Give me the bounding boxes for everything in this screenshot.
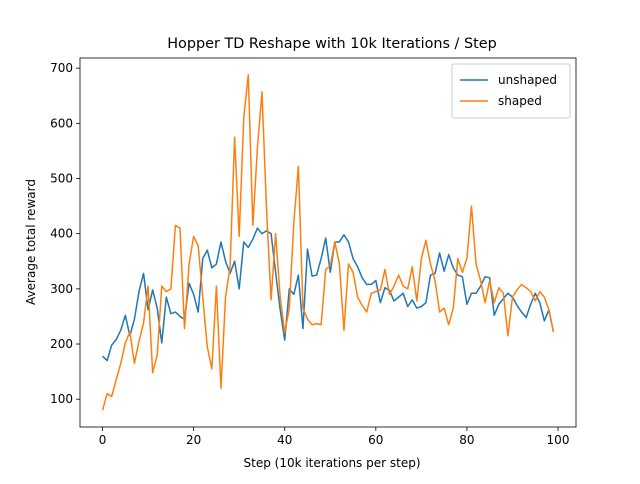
chart-title: Hopper TD Reshape with 10k Iterations / … <box>167 36 497 52</box>
y-tick-label: 100 <box>50 392 73 406</box>
series-line <box>102 227 555 362</box>
x-tick-label: 40 <box>277 433 292 447</box>
x-tick-label: 100 <box>547 433 570 447</box>
y-tick-label: 400 <box>50 227 73 241</box>
y-tick-label: 300 <box>50 282 73 296</box>
y-axis-label: Average total reward <box>24 179 38 305</box>
legend-box <box>451 63 571 119</box>
x-tick-label: 0 <box>99 433 107 447</box>
x-axis-label: Step (10k iterations per step) <box>244 456 421 470</box>
plot-frame <box>79 57 577 428</box>
y-tick-label: 600 <box>50 116 73 130</box>
x-tick-label: 80 <box>459 433 474 447</box>
y-tick-label: 500 <box>50 171 73 185</box>
x-tick-label: 60 <box>368 433 383 447</box>
legend-label: unshaped <box>498 73 557 87</box>
y-tick-label: 200 <box>50 337 73 351</box>
y-tick-label: 700 <box>50 61 73 75</box>
legend: unshaped shaped <box>451 63 571 119</box>
x-tick-label: 20 <box>186 433 201 447</box>
legend-label: shaped <box>498 94 542 108</box>
series-line <box>101 74 555 411</box>
